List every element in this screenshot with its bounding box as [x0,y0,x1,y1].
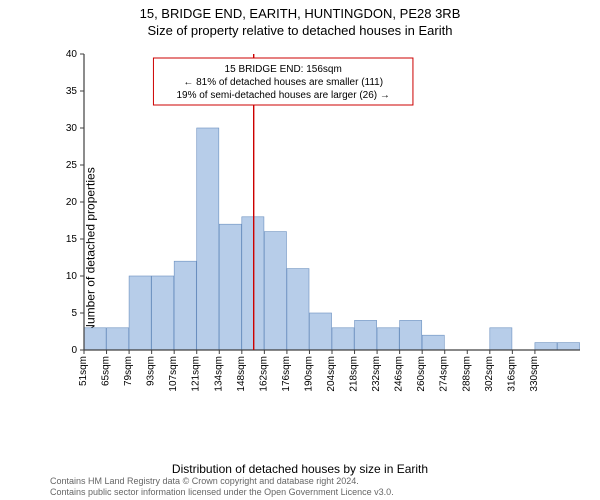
svg-text:232sqm: 232sqm [371,356,382,392]
svg-text:40: 40 [66,49,78,60]
svg-text:148sqm: 148sqm [236,356,247,392]
svg-text:79sqm: 79sqm [123,356,134,386]
plot-area: 0 5 10 15 20 25 30 35 40 51sqm 65sqm 79sqm 93sqm 107s… [56,48,586,408]
svg-text:51sqm: 51sqm [78,356,89,386]
histogram-bar [129,276,151,350]
svg-text:20: 20 [66,197,78,208]
svg-text:35: 35 [66,86,78,97]
svg-text:93sqm: 93sqm [146,356,157,386]
svg-text:107sqm: 107sqm [168,356,179,392]
svg-text:5: 5 [71,308,77,319]
histogram-bar [107,328,129,350]
histogram-bar [355,320,377,350]
annotation-line: 19% of semi-detached houses are larger (… [176,90,389,101]
svg-text:190sqm: 190sqm [303,356,314,392]
annotation-line: 15 BRIDGE END: 156sqm [225,64,342,75]
x-axis-label: Distribution of detached houses by size … [172,462,428,476]
histogram-bar [174,261,196,350]
svg-text:30: 30 [66,123,78,134]
license-line: Contains HM Land Registry data © Crown c… [50,476,394,486]
histogram-bar [557,343,579,350]
license-line: Contains public sector information licen… [50,487,394,497]
svg-text:204sqm: 204sqm [326,356,337,392]
histogram-bar [400,320,422,350]
svg-text:0: 0 [71,345,77,356]
svg-text:302sqm: 302sqm [484,356,495,392]
histogram-bar [377,328,399,350]
histogram-bar [309,313,331,350]
svg-text:316sqm: 316sqm [506,356,517,392]
svg-text:330sqm: 330sqm [529,356,540,392]
svg-text:246sqm: 246sqm [394,356,405,392]
svg-text:121sqm: 121sqm [191,356,202,392]
histogram-bar [219,224,241,350]
histogram-bar [84,328,106,350]
chart-container: 15, BRIDGE END, EARITH, HUNTINGDON, PE28… [0,0,600,500]
license-text: Contains HM Land Registry data © Crown c… [50,476,394,497]
svg-text:134sqm: 134sqm [213,356,224,392]
page-title: 15, BRIDGE END, EARITH, HUNTINGDON, PE28… [0,0,600,21]
page-subtitle: Size of property relative to detached ho… [0,21,600,38]
histogram-bar [287,269,309,350]
histogram-bar [242,217,264,350]
histogram-bar [422,335,444,350]
histogram-svg: 0 5 10 15 20 25 30 35 40 51sqm 65sqm 79sqm 93sqm 107s… [56,48,586,408]
svg-text:274sqm: 274sqm [439,356,450,392]
svg-text:162sqm: 162sqm [258,356,269,392]
histogram-bar [152,276,174,350]
svg-text:218sqm: 218sqm [349,356,360,392]
histogram-bar [535,343,557,350]
svg-text:15: 15 [66,234,78,245]
histogram-bar [197,128,219,350]
histogram-bar [264,232,286,350]
histogram-bar [332,328,354,350]
svg-text:288sqm: 288sqm [461,356,472,392]
histogram-bar [490,328,512,350]
svg-text:176sqm: 176sqm [281,356,292,392]
svg-text:260sqm: 260sqm [416,356,427,392]
annotation-line: ← 81% of detached houses are smaller (11… [183,77,383,88]
svg-text:25: 25 [66,160,78,171]
svg-text:65sqm: 65sqm [101,356,112,386]
svg-text:10: 10 [66,271,78,282]
